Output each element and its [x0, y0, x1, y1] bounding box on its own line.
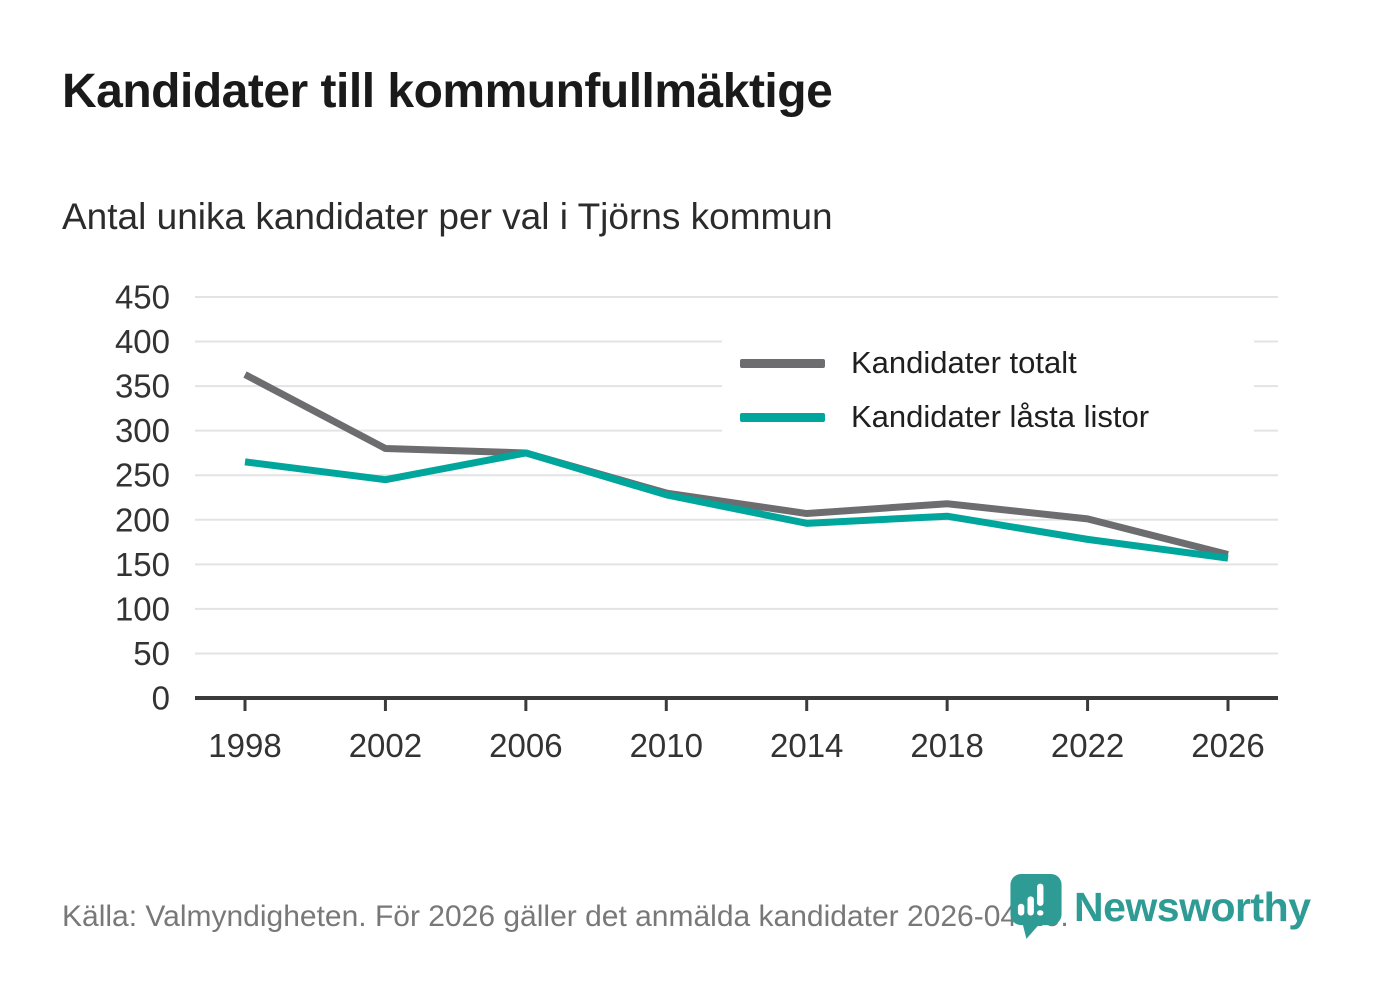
y-tick-label: 300 [115, 412, 170, 449]
newsworthy-pin-barchart-icon [1010, 874, 1062, 939]
total-series-line [243, 371, 1229, 558]
locked-series-swatch [740, 412, 825, 422]
x-tick-label: 2018 [910, 727, 983, 764]
newsworthy-logo-text: Newsworthy [1074, 883, 1311, 930]
chart-subtitle: Antal unika kandidater per val i Tjörns … [62, 196, 833, 237]
locked-series-line [244, 449, 1229, 562]
x-tick-label: 2026 [1191, 727, 1264, 764]
legend-label-total: Kandidater totalt [851, 345, 1077, 380]
x-tick-label: 2022 [1051, 727, 1124, 764]
x-tick-label: 2006 [489, 727, 562, 764]
y-tick-label: 450 [115, 279, 170, 316]
y-tick-label: 50 [133, 635, 170, 672]
y-tick-label: 400 [115, 323, 170, 360]
x-tick-label: 2002 [349, 727, 422, 764]
chart-title: Kandidater till kommunfullmäktige [62, 65, 833, 118]
y-tick-label: 100 [115, 590, 170, 627]
legend-label-locked: Kandidater låsta listor [851, 399, 1150, 434]
x-tick-label: 2014 [770, 727, 843, 764]
legend-item-total: Kandidater totalt [740, 336, 1254, 390]
total-series-swatch [740, 358, 825, 368]
y-tick-label: 0 [152, 680, 170, 717]
y-tick-label: 200 [115, 501, 170, 538]
x-tick-label: 2010 [630, 727, 703, 764]
legend-item-locked: Kandidater låsta listor [740, 390, 1254, 444]
x-tick-label: 1998 [208, 727, 281, 764]
source-note: Källa: Valmyndigheten. För 2026 gäller d… [62, 900, 1069, 933]
y-tick-label: 350 [115, 368, 170, 405]
y-tick-label: 150 [115, 546, 170, 583]
chart-legend: Kandidater totalt Kandidater låsta listo… [722, 330, 1254, 452]
y-tick-label: 250 [115, 457, 170, 494]
newsworthy-logo: Newsworthy [1010, 874, 1311, 940]
